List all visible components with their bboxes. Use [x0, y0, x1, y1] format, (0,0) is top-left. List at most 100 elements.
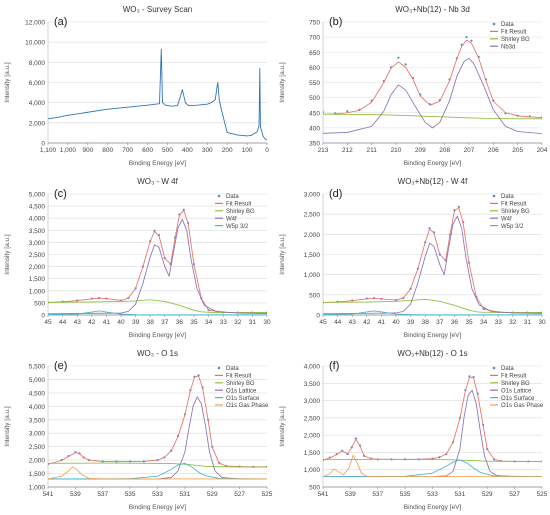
- y-tick-label: 700: [309, 35, 320, 42]
- y-tick-label: 12,000: [25, 20, 45, 27]
- x-tick-label: 44: [59, 319, 67, 326]
- chart-svg: 350 400 450 500 550 600 650 700 750 213 212 211 210 2…: [279, 5, 548, 167]
- legend-label: Data: [501, 366, 514, 372]
- panel-label: (e): [54, 360, 67, 372]
- x-tick-label: 42: [88, 319, 96, 326]
- x-tick-label: 525: [537, 491, 548, 498]
- legend-label: Fit Result: [501, 202, 527, 208]
- series-line-w5p: [323, 310, 542, 315]
- plot-area: [48, 48, 267, 141]
- y-tick-label: 3,000: [29, 431, 46, 438]
- x-tick-label: 35: [190, 319, 198, 326]
- x-tick-label: 38: [422, 319, 430, 326]
- x-tick-label: 30: [263, 319, 271, 326]
- legend-label: Fit Result: [501, 374, 527, 380]
- x-tick-label: 541: [43, 491, 54, 498]
- series-line-fit: [48, 375, 267, 468]
- legend-label: Shirley BG: [226, 209, 255, 215]
- y-tick-label: 1,000: [29, 485, 46, 492]
- legend-label: W5p 3/2: [226, 224, 249, 230]
- y-tick-label: 3,500: [304, 381, 321, 388]
- x-tick-label: 400: [182, 147, 193, 154]
- legend-swatch: [492, 366, 496, 370]
- x-tick-label: 209: [415, 147, 426, 154]
- legend-label: O1s Lattice: [226, 388, 257, 394]
- x-axis-label: Binding Energy [eV]: [404, 160, 462, 167]
- plot-area: [323, 375, 542, 478]
- data-point: [354, 437, 357, 440]
- y-tick-label: 550: [309, 80, 320, 87]
- x-tick-label: 527: [509, 491, 520, 498]
- x-tick-label: 32: [509, 319, 517, 326]
- series-line-lattice: [48, 396, 267, 480]
- y-tick-label: 5,000: [29, 377, 46, 384]
- x-tick-label: 206: [488, 147, 499, 154]
- x-tick-label: 38: [147, 319, 155, 326]
- y-tick-label: 1,500: [29, 471, 46, 478]
- legend-label: Shirley BG: [501, 381, 530, 387]
- legend-label: Shirley BG: [226, 381, 255, 387]
- y-tick-label: 1,000: [29, 288, 46, 295]
- y-tick-label: 1,500: [304, 450, 321, 457]
- x-tick-label: 205: [512, 147, 523, 154]
- legend-label: W4f: [501, 216, 512, 222]
- series-line-gas: [48, 466, 267, 480]
- y-tick-label: 350: [309, 141, 320, 148]
- x-tick-label: 300: [202, 147, 213, 154]
- y-axis-label: Intensity [a.u.]: [279, 62, 286, 103]
- y-tick-label: 2,500: [304, 415, 321, 422]
- y-tick-label: 750: [309, 20, 320, 27]
- x-tick-label: 43: [349, 319, 357, 326]
- x-tick-label: 208: [439, 147, 450, 154]
- series-data: [323, 36, 542, 119]
- x-tick-label: 32: [234, 319, 242, 326]
- y-tick-label: 500: [309, 292, 320, 299]
- data-point: [323, 111, 325, 114]
- x-tick-label: 535: [125, 491, 136, 498]
- y-tick-label: 4,000: [29, 100, 46, 107]
- series-line-survey: [48, 48, 267, 141]
- legend-label: O1s Surface: [226, 396, 260, 402]
- x-axis-label: Binding Energy [eV]: [129, 160, 187, 167]
- y-tick-label: 2,500: [29, 444, 46, 451]
- y-axis-label: Intensity [a.u.]: [4, 406, 11, 447]
- x-tick-label: 531: [454, 491, 465, 498]
- x-tick-label: 42: [363, 319, 371, 326]
- x-tick-label: 34: [205, 319, 213, 326]
- x-tick-label: 1,000: [60, 147, 77, 154]
- y-tick-label: 2,500: [304, 212, 321, 219]
- x-tick-label: 31: [524, 319, 532, 326]
- x-tick-label: 39: [132, 319, 140, 326]
- y-axis-label: Intensity [a.u.]: [4, 234, 11, 275]
- chart-title: WO₃+Nb(12) - Nb 3d: [395, 5, 470, 14]
- y-axis-label: Intensity [a.u.]: [4, 62, 11, 103]
- x-tick-label: 100: [242, 147, 253, 154]
- y-tick-label: 2,500: [29, 252, 46, 259]
- series-line-w4f: [323, 215, 542, 315]
- x-tick-label: 36: [451, 319, 459, 326]
- panel-a: 0 2,000 4,000 6,000 8,000 10,000 12,000 1,100 1,…: [0, 0, 275, 171]
- x-tick-label: 40: [392, 319, 400, 326]
- data-point: [397, 56, 400, 59]
- x-tick-label: 527: [234, 491, 245, 498]
- legend-label: Shirley BG: [501, 209, 530, 215]
- y-tick-label: 2,000: [29, 458, 46, 465]
- y-tick-label: 1,000: [304, 467, 321, 474]
- x-tick-label: 45: [319, 319, 327, 326]
- y-tick-label: 450: [309, 110, 320, 117]
- y-tick-label: 600: [309, 65, 320, 72]
- y-tick-label: 5,000: [29, 192, 46, 199]
- data-point: [470, 39, 473, 42]
- x-tick-label: 33: [220, 319, 228, 326]
- data-point: [346, 110, 349, 113]
- chart-title: WO₃ - Survey Scan: [123, 5, 193, 14]
- legend-label: Data: [501, 22, 514, 28]
- chart-title: WO₃+Nb(12) - W 4f: [398, 177, 468, 186]
- y-tick-label: 2,000: [304, 232, 321, 239]
- x-axis-label: Binding Energy [eV]: [129, 504, 187, 511]
- x-tick-label: 211: [366, 147, 377, 154]
